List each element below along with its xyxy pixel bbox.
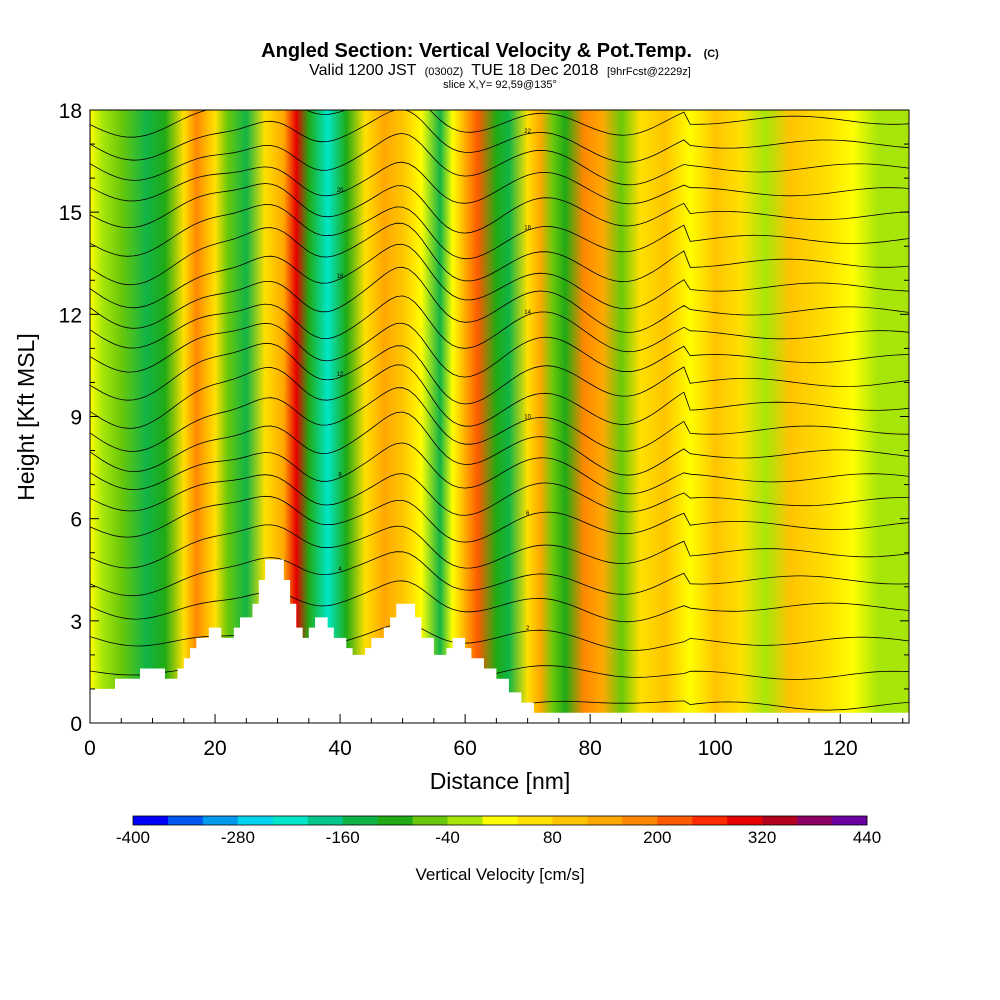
theta-isoline-label: 4: [338, 567, 342, 573]
colorbar-swatch: [202, 816, 239, 825]
y-tick-label: 12: [59, 304, 82, 327]
y-axis-title: Height [Kft MSL]: [13, 333, 39, 500]
potential-temperature-isolines: 2 4 6 8 10 12 14 16 18 20 22: [90, 110, 909, 713]
valid-time: Valid 1200 JST: [309, 62, 417, 79]
theta-isoline: [90, 580, 909, 623]
x-tick-label: 40: [328, 737, 351, 760]
theta-isoline: [90, 495, 909, 543]
theta-isoline-label: 16: [337, 274, 344, 280]
theta-isoline: [90, 364, 909, 429]
colorbar-label: -280: [221, 828, 255, 847]
colorbar-label: 200: [643, 828, 671, 847]
colorbar-swatch: [727, 816, 763, 825]
colorbar-swatch: [307, 816, 344, 825]
colorbar-swatch: [482, 816, 518, 825]
theta-isoline: [90, 473, 909, 516]
theta-isoline: [90, 222, 909, 286]
x-tick-label: 120: [823, 737, 858, 760]
colorbar-swatch: [762, 816, 798, 825]
colorbar-title: Vertical Velocity [cm/s]: [415, 865, 584, 884]
theta-isoline: [90, 442, 909, 495]
chart-subtitle-valid: Valid 1200 JST (0300Z) TUE 18 Dec 2018 […: [309, 62, 691, 79]
theta-isoline: [90, 295, 909, 353]
colorbar-label: -160: [326, 828, 360, 847]
x-axis-title: Distance [nm]: [430, 768, 571, 794]
chart-title: Angled Section: Vertical Velocity & Pot.…: [261, 40, 719, 62]
x-tick-label: 0: [84, 737, 96, 760]
y-tick-label: 6: [70, 509, 82, 532]
theta-isoline: [90, 623, 909, 651]
chart-title-main: Angled Section: Vertical Velocity & Pot.…: [261, 40, 692, 62]
x-tick-label: 20: [203, 737, 226, 760]
valid-date: TUE 18 Dec 2018: [471, 62, 598, 79]
colorbar-label: 320: [748, 828, 776, 847]
y-tick-label: 9: [70, 407, 82, 430]
y-tick-label: 3: [70, 611, 82, 634]
colorbar-swatch: [342, 816, 378, 825]
colorbar-swatch: [552, 816, 588, 825]
colorbar-label: 80: [543, 828, 562, 847]
theta-isoline: [90, 243, 909, 310]
theta-isoline: [90, 204, 909, 260]
colorbar-label: -40: [435, 828, 460, 847]
theta-isoline: [90, 551, 909, 597]
theta-isoline-label: 22: [524, 129, 531, 135]
forecast-info: [9hrFcst@2229z]: [607, 66, 691, 78]
colorbar-swatch: [133, 816, 169, 825]
x-tick-label: 100: [698, 737, 733, 760]
axis-ticks: 0 20 40 60 80 100 120 0 3 6 9 12 15 18: [59, 100, 909, 760]
chart-title-units: (C): [704, 48, 720, 60]
colorbar-swatch: [797, 816, 833, 825]
slice-info: slice X,Y= 92,59@135°: [443, 79, 557, 91]
colorbar-label: -400: [116, 828, 150, 847]
colorbar: -400 -280 -160 -40 80 200 320 440: [116, 815, 881, 847]
theta-isoline-label: 18: [524, 225, 531, 231]
colorbar-swatch: [517, 816, 553, 825]
x-tick-label: 80: [578, 737, 601, 760]
theta-isoline-label: 6: [526, 511, 530, 517]
y-tick-label: 18: [59, 100, 82, 123]
theta-isoline-label: 20: [337, 188, 344, 194]
theta-isoline: [90, 183, 909, 234]
colorbar-swatch: [657, 816, 693, 825]
colorbar-label: 440: [853, 828, 881, 847]
colorbar-swatch: [237, 816, 274, 825]
theta-isoline: [90, 161, 909, 205]
theta-isoline: [90, 266, 909, 333]
colorbar-frame: [132, 815, 868, 826]
colorbar-swatch: [587, 816, 623, 825]
colorbar-swatch: [622, 816, 658, 825]
theta-isoline: [90, 387, 909, 452]
theta-isoline: [90, 524, 909, 569]
theta-isoline-label: 2: [526, 626, 530, 632]
plot-area: 2 4 6 8 10 12 14 16 18 20 22 0 20 40 60 80 100 120 0 3 6 9 12…: [59, 100, 910, 760]
theta-isoline: [90, 342, 909, 405]
colorbar-swatch: [412, 816, 448, 825]
colorbar-swatch: [272, 816, 309, 825]
theta-isoline-label: 12: [337, 372, 344, 378]
colorbar-swatch: [447, 816, 483, 825]
valid-zulu: (0300Z): [425, 66, 464, 78]
colorbar-swatch: [832, 816, 868, 825]
colorbar-swatch: [377, 816, 413, 825]
theta-isoline-label: 14: [524, 310, 531, 316]
theta-isoline: [90, 322, 909, 378]
y-tick-label: 0: [70, 713, 82, 736]
y-tick-label: 15: [59, 202, 82, 225]
theta-isoline-label: 10: [524, 415, 531, 421]
theta-isoline-label: 8: [338, 473, 342, 479]
theta-isoline: [90, 133, 909, 186]
colorbar-swatch: [692, 816, 728, 825]
colorbar-swatch: [167, 816, 204, 825]
theta-isoline: [90, 411, 909, 476]
x-tick-label: 60: [453, 737, 476, 760]
theta-isoline: [90, 110, 909, 163]
theta-isoline: [90, 110, 909, 138]
velocity-field: [90, 110, 909, 723]
terrain-silhouette: [90, 559, 909, 723]
